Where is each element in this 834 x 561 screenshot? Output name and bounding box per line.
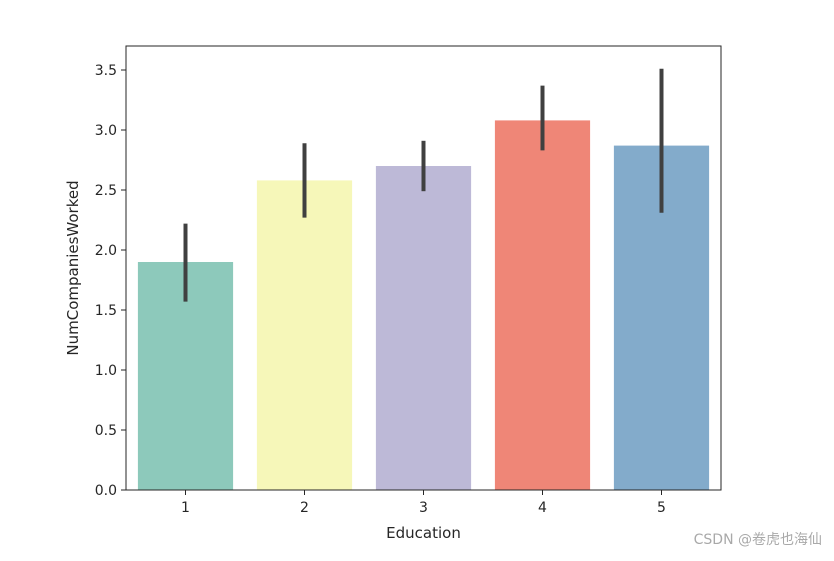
watermark-text: CSDN @卷虎也海仙 <box>693 532 822 548</box>
bar-3 <box>375 166 472 490</box>
x-tick-label-4: 4 <box>538 500 547 516</box>
y-tick-label-3.0: 3.0 <box>95 123 117 139</box>
y-axis-label: NumCompaniesWorked <box>64 180 82 355</box>
y-tick-label-1.5: 1.5 <box>95 303 117 319</box>
x-tick-label-3: 3 <box>419 500 428 516</box>
y-tick-label-0.5: 0.5 <box>95 423 117 439</box>
y-axis-ticks: 0.0 0.5 1.0 1.5 2.0 2.5 3.0 3.5 <box>95 63 126 499</box>
y-tick-label-2.5: 2.5 <box>95 183 117 199</box>
bars-group <box>137 120 710 491</box>
x-tick-label-2: 2 <box>300 500 309 516</box>
x-axis-label: Education <box>386 524 461 542</box>
y-tick-label-1.0: 1.0 <box>95 363 117 379</box>
error-bars-group <box>183 68 664 302</box>
x-tick-label-5: 5 <box>657 500 666 516</box>
bar-4 <box>494 120 591 491</box>
bar-2 <box>256 180 353 490</box>
y-tick-label-2.0: 2.0 <box>95 243 117 259</box>
y-tick-label-0.0: 0.0 <box>95 483 117 499</box>
y-tick-label-3.5: 3.5 <box>95 63 117 79</box>
x-tick-label-1: 1 <box>181 500 190 516</box>
x-axis-ticks: 1 2 3 4 5 <box>181 490 666 516</box>
